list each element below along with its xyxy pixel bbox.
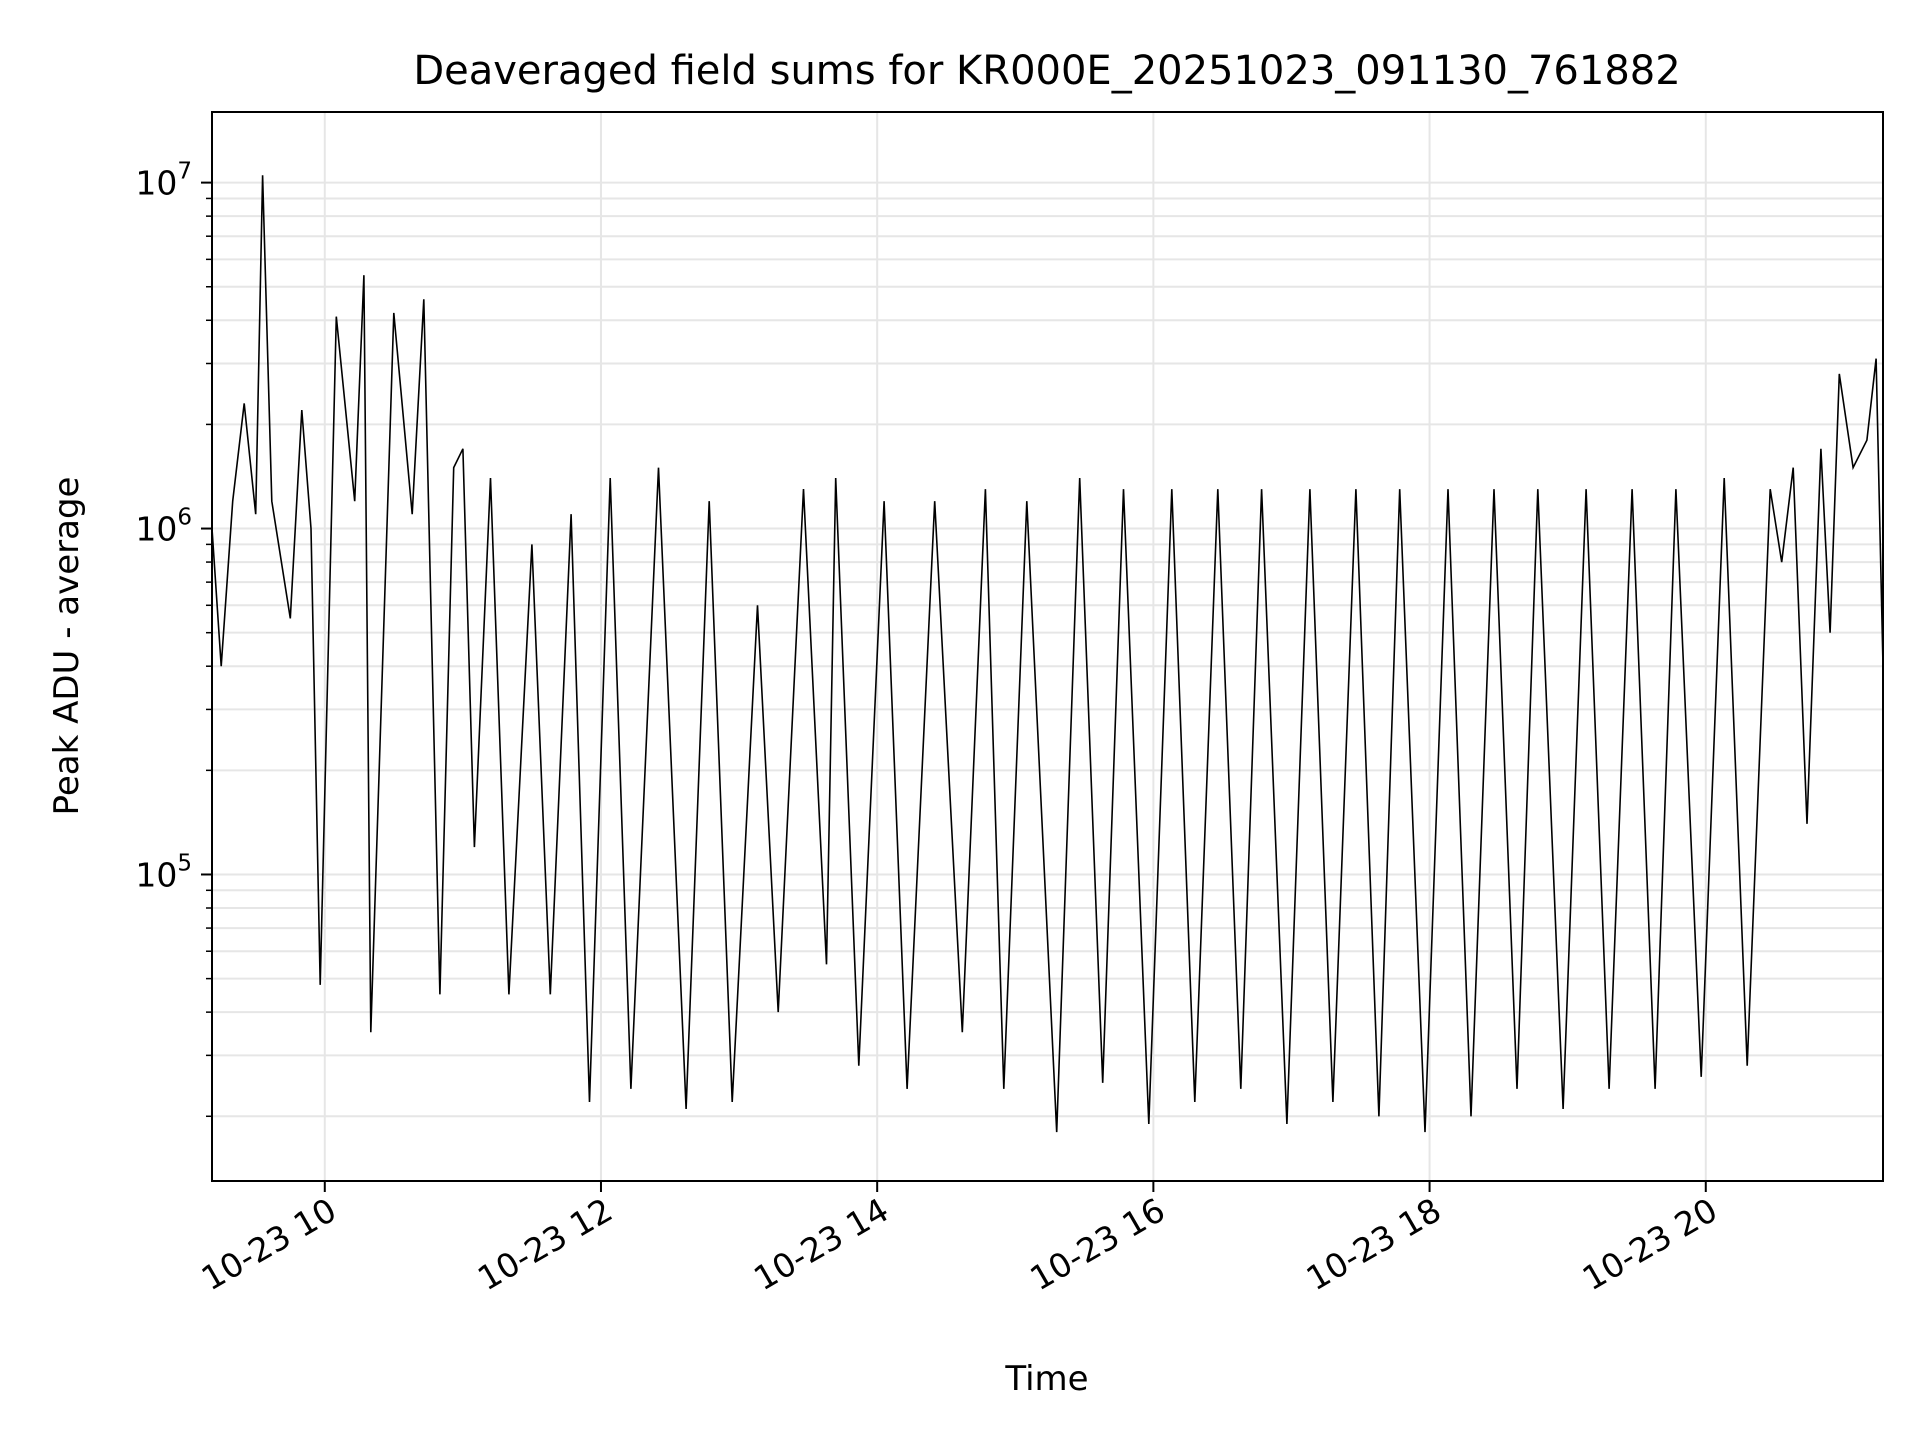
chart-title: Deaveraged field sums for KR000E_2025102…	[413, 48, 1680, 94]
y-tick-label: 106	[135, 505, 192, 549]
x-axis-title: Time	[1004, 1359, 1088, 1399]
series-layer	[211, 175, 1884, 1133]
y-axis: 105 106 107	[135, 159, 212, 1118]
y-tick-label: 107	[135, 159, 192, 203]
series-line	[211, 175, 1884, 1133]
y-axis-title: Peak ADU - average	[47, 477, 87, 816]
plot-frame	[211, 111, 1884, 1182]
grid	[212, 112, 1883, 1181]
y-tick-label: 105	[135, 850, 192, 894]
